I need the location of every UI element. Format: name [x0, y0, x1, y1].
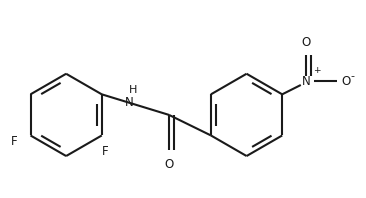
Text: H: H — [129, 85, 138, 95]
Text: O: O — [341, 75, 350, 88]
Text: -: - — [350, 71, 354, 82]
Text: N: N — [124, 96, 133, 109]
Text: N: N — [302, 75, 311, 88]
Text: O: O — [302, 36, 311, 50]
Text: O: O — [164, 158, 173, 171]
Text: F: F — [102, 145, 109, 158]
Text: F: F — [11, 135, 18, 148]
Text: +: + — [313, 66, 321, 75]
